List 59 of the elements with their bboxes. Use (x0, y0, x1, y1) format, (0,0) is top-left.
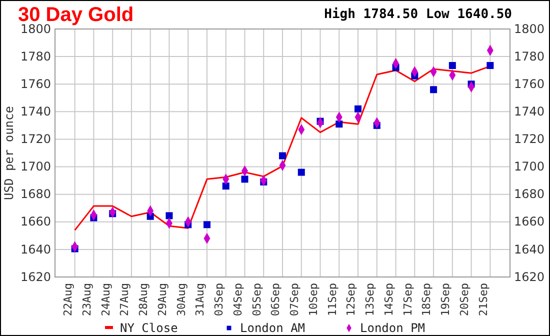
y2-tick-label: 1700 (514, 160, 545, 174)
x-tick-label: 19Sep (439, 283, 452, 316)
y-tick-label: 1760 (20, 76, 51, 91)
x-tick-label: 03Sep (212, 283, 226, 316)
y-tick-label: 1780 (20, 49, 51, 64)
x-tick-label: 18Sep (420, 283, 434, 316)
point (448, 62, 456, 70)
point (222, 182, 230, 190)
y-tick-label: 1720 (20, 132, 51, 146)
y-tick-label: 1680 (20, 187, 51, 202)
y2-tick-label: 1800 (514, 22, 545, 36)
point (486, 62, 494, 70)
x-tick-label: 17Sep (401, 283, 414, 316)
y2-tick-label: 1660 (514, 214, 545, 229)
y2-tick-label: 1680 (514, 187, 545, 202)
x-tick-label: 11Sep (326, 283, 339, 316)
x-tick-label: 10Sep (306, 283, 320, 316)
y2-tick-label: 1740 (514, 104, 545, 119)
x-tick-label: 14Sep (382, 283, 396, 316)
x-tick-label: 30Aug (174, 283, 188, 316)
point (298, 168, 305, 176)
x-tick-label: 22Aug (62, 283, 75, 316)
x-tick-label: 21Sep (476, 283, 490, 316)
point (430, 86, 438, 94)
point (279, 152, 286, 160)
chart-subtitle: High 1784.50 Low 1640.50 (324, 7, 512, 22)
y2-tick-label: 1720 (514, 132, 545, 146)
x-tick-label: 20Sep (458, 283, 471, 316)
y-tick-label: 1740 (20, 104, 51, 119)
y-tick-label: 1620 (20, 270, 51, 284)
x-tick-label: 05Sep (250, 283, 264, 316)
point (241, 176, 248, 183)
legend-label: London AM (240, 321, 306, 335)
y-axis-title: USD per ounce (2, 106, 16, 200)
x-tick-label: 29Aug (156, 283, 169, 316)
x-tick-label: 24Aug (99, 283, 112, 316)
x-tick-label: 13Sep (364, 283, 377, 316)
legend-label: NY Close (120, 321, 178, 335)
point (336, 120, 343, 128)
point (166, 212, 173, 220)
y-tick-label: 1640 (20, 242, 51, 256)
legend-label: London PM (360, 321, 426, 335)
y-tick-label: 1660 (20, 214, 51, 229)
y2-tick-label: 1760 (514, 76, 545, 91)
x-tick-label: 28Aug (137, 283, 150, 316)
x-tick-label: 07Sep (288, 283, 302, 316)
y2-tick-label: 1620 (514, 270, 545, 284)
y2-tick-label: 1780 (514, 49, 545, 64)
y2-tick-label: 1640 (514, 242, 545, 256)
x-tick-label: 06Sep (269, 283, 282, 316)
x-tick-label: 12Sep (344, 283, 358, 316)
y-tick-label: 1700 (20, 160, 51, 174)
x-tick-label: 23Aug (80, 283, 94, 316)
x-tick-label: 27Aug (118, 283, 132, 316)
x-tick-label: 04Sep (231, 283, 244, 316)
x-tick-label: 31Aug (194, 283, 207, 316)
point (354, 105, 362, 112)
y-tick-label: 1800 (20, 22, 51, 36)
point (203, 221, 210, 228)
